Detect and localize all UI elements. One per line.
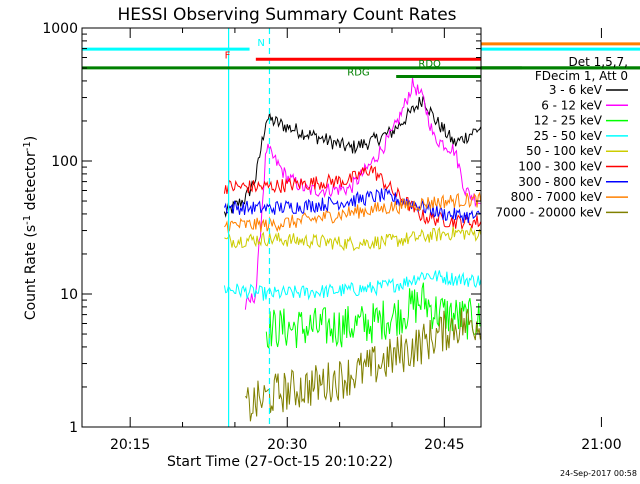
legend-label-3: 25 - 50 keV — [534, 129, 603, 143]
y-axis-label-sup2: -1 — [22, 141, 33, 151]
x-tick-label: 21:00 — [581, 437, 621, 453]
series-line-7 — [224, 191, 482, 234]
flag-label-rdg: RDG — [347, 67, 369, 78]
x-tick-label: 20:15 — [110, 437, 150, 453]
legend-label-2: 12 - 25 keV — [534, 114, 603, 128]
y-axis-label-main: Count Rate (s — [23, 225, 39, 320]
x-tick-label: 20:45 — [424, 437, 464, 453]
legend-label-6: 300 - 800 keV — [518, 175, 602, 189]
series-line-6 — [223, 188, 481, 224]
legend-label-5: 100 - 300 keV — [518, 160, 602, 174]
vertical-markers — [228, 28, 271, 427]
y-axis-label-mid: detector — [23, 151, 39, 215]
timestamp: 24-Sep-2017 00:58 — [560, 469, 637, 478]
series-line-3 — [223, 270, 482, 301]
legend-label-8: 7000 - 20000 keV — [495, 205, 602, 219]
series-line-8 — [244, 307, 481, 422]
series-line-1 — [244, 77, 481, 310]
series-layer — [223, 77, 482, 422]
series-line-5 — [223, 165, 482, 230]
x-axis-label: Start Time (27-Oct-15 20:10:22) — [167, 454, 393, 470]
x-tick-label: 20:30 — [267, 437, 307, 453]
y-axis-ticks: 1 10 100 1000 — [42, 21, 481, 436]
chart-title: HESSI Observing Summary Count Rates — [117, 5, 456, 25]
plot-frame — [81, 27, 482, 428]
flag-label-rdo: RDO — [418, 59, 441, 70]
series-line-4 — [224, 225, 482, 252]
legend-label-0: 3 - 6 keV — [549, 83, 603, 97]
legend-header-decimation: FDecim 1, Att 0 — [535, 69, 628, 83]
series-line-2 — [265, 282, 481, 350]
y-tick-label: 10 — [60, 287, 78, 303]
y-axis-label: Count Rate (s-1 detector-1) — [22, 136, 39, 320]
legend-header-detectors: Det 1,5,7, — [569, 55, 629, 69]
y-tick-label: 100 — [51, 154, 78, 170]
flag-bars: NSFRDORDG — [82, 38, 640, 78]
flag-label-f: F — [225, 50, 231, 61]
y-tick-label: 1000 — [42, 21, 78, 37]
y-axis-label-sup1: -1 — [22, 215, 33, 225]
series-line-0 — [223, 96, 482, 218]
legend-label-7: 800 - 7000 keV — [511, 190, 603, 204]
legend-label-1: 6 - 12 keV — [541, 98, 603, 112]
y-axis-label-end: ) — [23, 136, 39, 141]
legend-label-4: 50 - 100 keV — [526, 144, 603, 158]
y-tick-label: 1 — [69, 420, 78, 436]
flag-label-n: N — [257, 38, 264, 49]
